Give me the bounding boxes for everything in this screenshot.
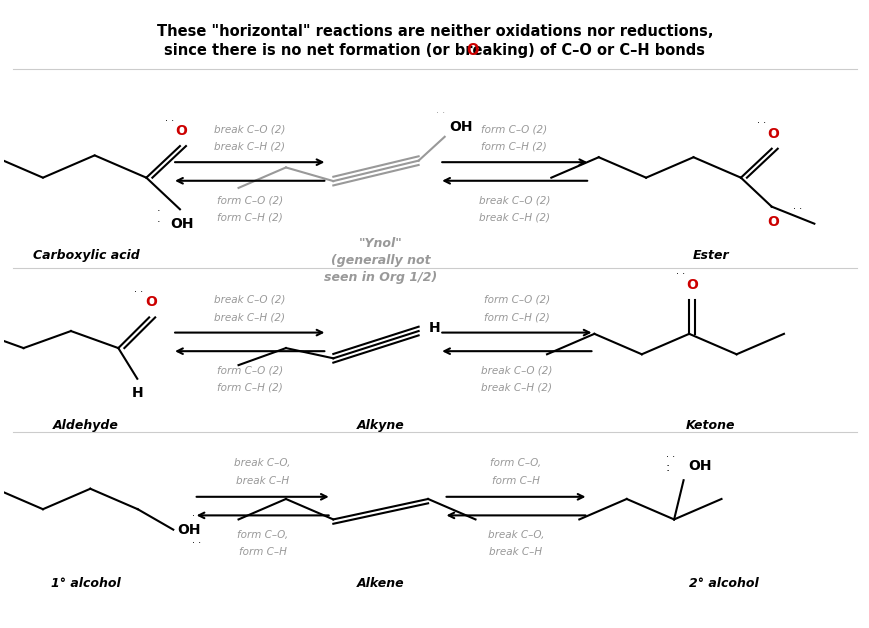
Text: · ·: · ·: [756, 118, 765, 128]
Text: break C–O (2): break C–O (2): [214, 124, 285, 134]
Text: · ·: · ·: [192, 511, 201, 521]
Text: H: H: [428, 321, 440, 335]
Text: break C–H (2): break C–H (2): [214, 142, 285, 151]
Text: O: O: [766, 127, 779, 141]
Text: break C–H: break C–H: [489, 547, 542, 557]
Text: break C–O (2): break C–O (2): [214, 295, 285, 305]
Text: Carboxylic acid: Carboxylic acid: [33, 249, 139, 262]
Text: form C–O,: form C–O,: [237, 529, 288, 539]
Text: form C–O (2): form C–O (2): [483, 295, 549, 305]
Text: break C–H (2): break C–H (2): [214, 312, 285, 322]
Text: H: H: [131, 386, 143, 400]
Text: break C–O,: break C–O,: [235, 458, 290, 468]
Text: form C–H (2): form C–H (2): [481, 142, 547, 151]
Text: "Ynol"
(generally not
seen in Org 1/2): "Ynol" (generally not seen in Org 1/2): [324, 237, 437, 283]
Text: break C–H (2): break C–H (2): [481, 383, 552, 392]
Text: Ketone: Ketone: [685, 420, 734, 432]
Text: OH: OH: [687, 459, 711, 473]
Text: break C–H: break C–H: [235, 475, 289, 485]
Text: break C–O,: break C–O,: [488, 529, 543, 539]
Text: form C–H (2): form C–H (2): [483, 312, 549, 322]
Text: since there is no net formation (or breaking) of C–O or C–H bonds: since there is no net formation (or brea…: [164, 43, 705, 58]
Text: 2° alcohol: 2° alcohol: [688, 577, 758, 590]
Text: OH: OH: [177, 522, 201, 537]
Text: break C–H (2): break C–H (2): [478, 212, 549, 222]
Text: form C–O (2): form C–O (2): [481, 124, 547, 134]
Text: form C–H (2): form C–H (2): [216, 383, 282, 392]
Text: OH: OH: [169, 217, 193, 231]
Text: Ester: Ester: [692, 249, 728, 262]
Text: · ·: · ·: [435, 108, 444, 118]
Text: · ·: · ·: [165, 116, 174, 126]
Text: form C–H: form C–H: [238, 547, 286, 557]
Text: OH: OH: [448, 120, 472, 134]
Text: · ·: · ·: [666, 452, 674, 462]
Text: form C–O (2): form C–O (2): [216, 365, 282, 376]
Text: form C–O,: form C–O,: [490, 458, 541, 468]
Text: Alkyne: Alkyne: [356, 420, 404, 432]
Text: These "horizontal" reactions are neither oxidations nor reductions,: These "horizontal" reactions are neither…: [156, 24, 713, 39]
Text: 1° alcohol: 1° alcohol: [51, 577, 121, 590]
Text: · ·: · ·: [134, 287, 143, 297]
Text: form C–H (2): form C–H (2): [216, 212, 282, 222]
Text: O: O: [176, 124, 188, 138]
Text: ·: ·: [156, 206, 160, 216]
Text: O: O: [466, 43, 478, 58]
Text: · ·: · ·: [793, 203, 801, 214]
Text: · ·: · ·: [675, 269, 685, 279]
Text: O: O: [686, 278, 698, 291]
Text: form C–H: form C–H: [492, 475, 540, 485]
Text: Aldehyde: Aldehyde: [53, 420, 119, 432]
Text: O: O: [766, 215, 779, 229]
Text: break C–O (2): break C–O (2): [481, 365, 552, 376]
Text: break C–O (2): break C–O (2): [478, 195, 549, 205]
Text: Alkene: Alkene: [356, 577, 404, 590]
Text: O: O: [145, 295, 156, 310]
Text: :: :: [665, 461, 669, 474]
Text: ·: ·: [156, 217, 160, 227]
Text: · ·: · ·: [192, 538, 201, 548]
Text: form C–O (2): form C–O (2): [216, 195, 282, 205]
